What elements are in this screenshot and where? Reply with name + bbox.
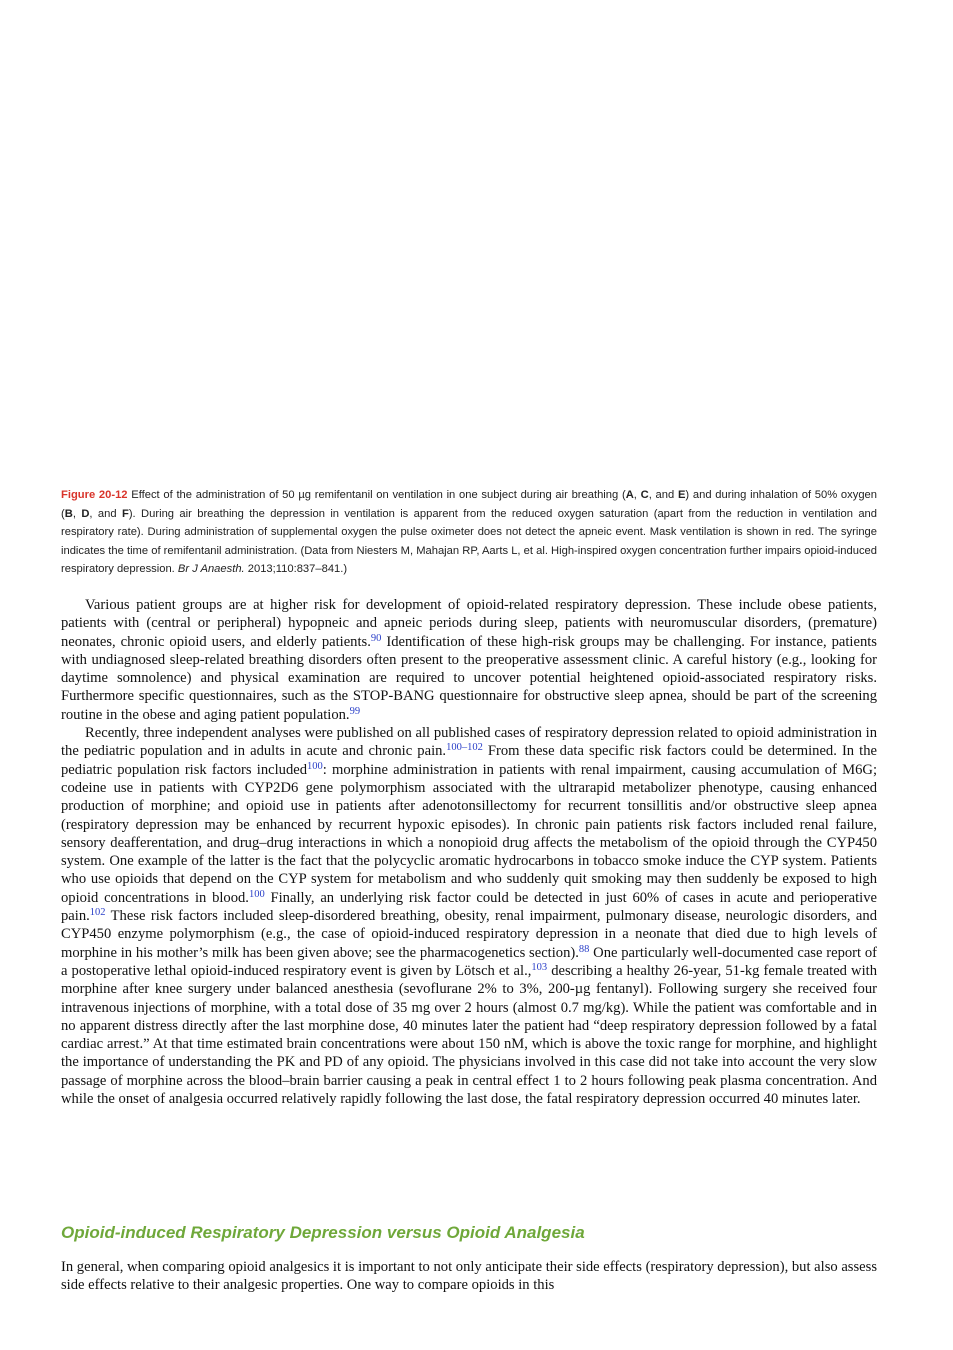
- text-run: Effect of the administration of 50 µg re…: [127, 489, 626, 501]
- text-run: B: [64, 507, 73, 520]
- text-run: 2013;110:837–841.): [244, 563, 348, 575]
- text-run: ,: [633, 489, 641, 501]
- text-run: C: [640, 489, 649, 501]
- text-run: Various patient groups are at higher ris…: [61, 597, 877, 650]
- citation: 88: [578, 943, 590, 955]
- body-text: Various patient groups are at higher ris…: [61, 596, 877, 1108]
- text-run: : morphine administration in patients wi…: [61, 761, 877, 906]
- text-run: , and: [89, 507, 122, 520]
- citation: 99: [349, 705, 361, 717]
- text-run: ) and during inhalation of 50% oxygen (: [61, 489, 877, 520]
- section-heading: Opioid-induced Respiratory Depression ve…: [61, 1223, 585, 1242]
- text-run: Recently, three independent analyses wer…: [61, 725, 877, 760]
- citation: 102: [89, 907, 106, 919]
- text-run: describing a healthy 26-year, 51-kg fema…: [61, 962, 877, 1108]
- text-run: D: [81, 507, 90, 520]
- text-run: E: [677, 489, 686, 501]
- citation: 103: [531, 961, 548, 973]
- text-run: Br J Anaesth.: [177, 563, 245, 575]
- text-run: Figure 20-12: [61, 489, 128, 501]
- text-run: , and: [648, 489, 678, 501]
- text-run: A: [625, 489, 634, 501]
- text-run: From these data specific risk factors co…: [61, 743, 878, 778]
- text-run: Finally, an underlying risk factor could…: [61, 889, 877, 925]
- text-run: These risk factors included sleep-disord…: [61, 908, 877, 961]
- citation: 100–102: [446, 742, 483, 754]
- paragraph: Recently, three independent analyses wer…: [61, 724, 877, 1108]
- text-run: Identification of these high-risk groups…: [61, 633, 877, 723]
- citation: 100: [248, 888, 265, 900]
- text-run: One particularly well-documented case re…: [61, 944, 877, 979]
- paragraph: Various patient groups are at higher ris…: [61, 596, 877, 724]
- text-run: ). During air breathing the depression i…: [61, 507, 877, 576]
- text-run: ,: [72, 507, 82, 520]
- figure-caption: Figure 20-12 Effect of the administratio…: [61, 486, 877, 579]
- text-run: F: [121, 507, 129, 520]
- section-paragraph: In general, when comparing opioid analge…: [61, 1259, 877, 1294]
- citation: 100: [307, 760, 323, 772]
- citation: 90: [370, 632, 382, 644]
